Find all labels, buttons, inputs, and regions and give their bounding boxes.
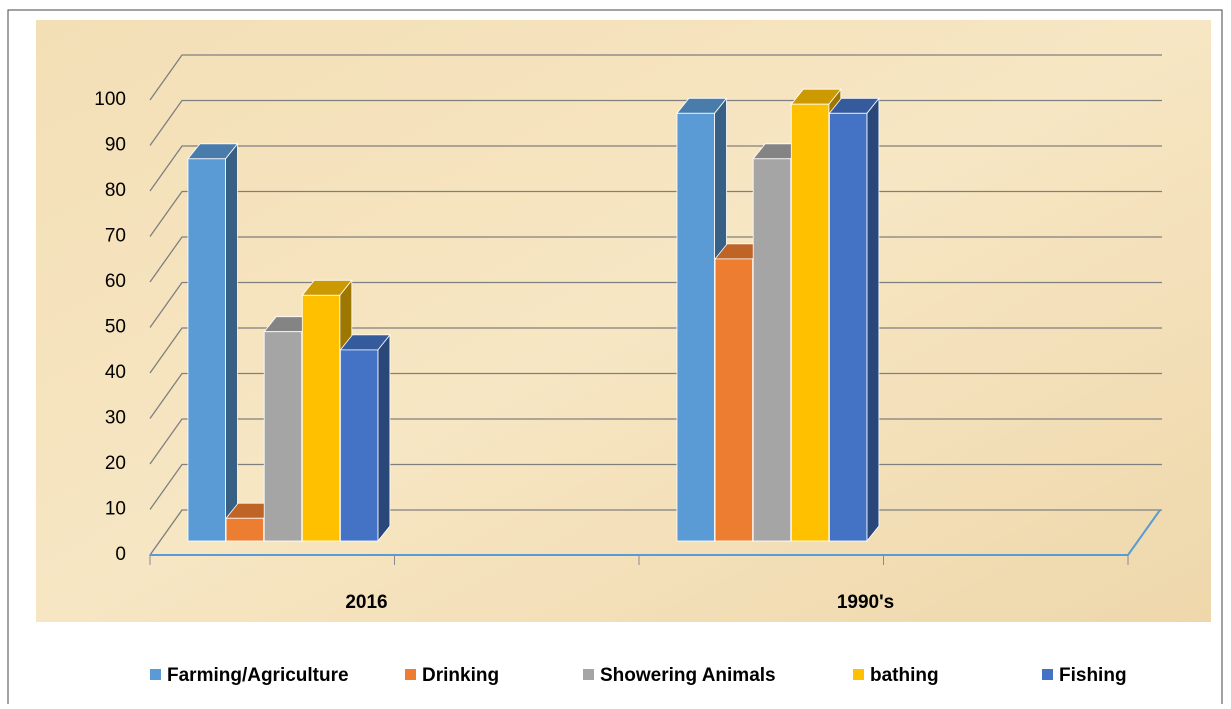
legend-label: Drinking <box>422 665 499 686</box>
bar <box>187 158 226 542</box>
legend-swatch <box>1042 669 1053 680</box>
bar-side <box>866 97 880 543</box>
bar <box>829 112 868 542</box>
grid-line <box>149 54 1162 101</box>
legend-swatch <box>405 669 416 680</box>
y-tick-label: 80 <box>105 180 126 201</box>
x-tick-label: 1990's <box>837 592 894 613</box>
y-tick-label: 60 <box>105 271 126 292</box>
bar <box>301 294 341 542</box>
y-tick-label: 20 <box>105 453 126 474</box>
legend-label: Fishing <box>1059 665 1127 686</box>
legend-swatch <box>150 669 161 680</box>
legend-label: Farming/Agriculture <box>167 665 349 686</box>
bar <box>676 112 715 542</box>
bar <box>263 331 303 542</box>
bar <box>339 349 379 542</box>
y-tick-label: 10 <box>105 499 126 520</box>
y-tick-label: 40 <box>105 362 126 383</box>
y-tick-label: 100 <box>94 89 126 110</box>
x-axis-depth <box>1127 509 1161 556</box>
y-tick-label: 50 <box>105 317 126 338</box>
y-tick-label: 30 <box>105 408 126 429</box>
legend-label: bathing <box>870 665 939 686</box>
bar <box>752 158 792 542</box>
bar-side <box>225 142 238 543</box>
bar <box>225 517 265 542</box>
y-tick-label: 70 <box>105 226 126 247</box>
bar <box>790 103 830 542</box>
x-tick-label: 2016 <box>345 592 387 613</box>
y-tick-label: 0 <box>115 544 126 565</box>
legend-swatch <box>583 669 594 680</box>
bar-side <box>377 333 391 543</box>
bar <box>714 258 753 542</box>
y-tick-label: 90 <box>105 135 126 156</box>
legend-swatch <box>853 669 864 680</box>
legend-label: Showering Animals <box>600 665 776 686</box>
